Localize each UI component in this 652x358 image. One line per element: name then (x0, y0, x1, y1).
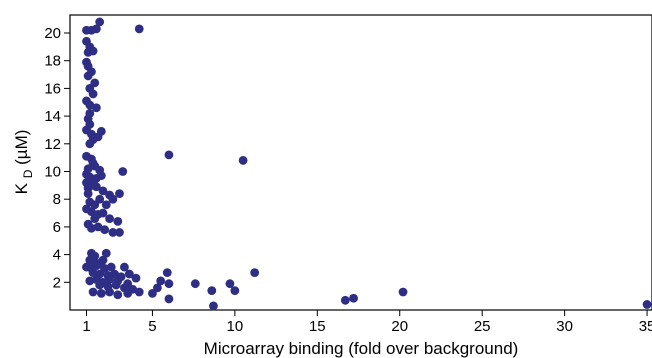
x-tick-label: 15 (309, 318, 326, 335)
data-point (85, 139, 95, 149)
data-point (120, 262, 129, 272)
data-point (87, 207, 96, 217)
data-point (98, 208, 108, 218)
x-tick-label: 30 (556, 318, 573, 335)
data-point (148, 288, 157, 298)
data-point (95, 280, 105, 290)
data-point (96, 171, 106, 181)
x-tick-label: 35 (639, 318, 652, 335)
data-point (164, 150, 174, 160)
data-point (124, 269, 134, 279)
data-point (90, 214, 100, 223)
data-point (238, 156, 248, 165)
data-point (95, 17, 105, 27)
x-tick-label: 10 (227, 318, 244, 335)
data-point (106, 262, 116, 272)
data-point (91, 261, 101, 271)
plot-frame (69, 14, 652, 311)
data-point (87, 223, 96, 233)
data-point (105, 214, 114, 223)
y-tick-label: 16 (44, 80, 61, 97)
data-point (108, 194, 118, 204)
data-point (209, 301, 218, 311)
data-point (83, 189, 93, 199)
y-tick-label: 4 (53, 247, 61, 264)
data-point (131, 273, 141, 283)
data-point (93, 222, 103, 232)
x-tick-label: 25 (474, 318, 491, 335)
data-point (101, 200, 111, 210)
data-point (105, 275, 114, 284)
data-point (113, 216, 123, 226)
y-axis-ticks: 2 4 6 8 10 12 14 16 18 20 (44, 25, 70, 291)
data-point (100, 225, 110, 235)
data-point (340, 295, 350, 305)
data-point (83, 71, 93, 81)
data-point (115, 228, 124, 237)
data-point (101, 248, 111, 258)
data-point (225, 279, 235, 289)
data-point (85, 100, 95, 110)
y-tick-label: 12 (44, 136, 61, 153)
y-tick-label: 8 (53, 191, 61, 208)
x-tick-label: 20 (391, 318, 408, 335)
data-point (85, 276, 95, 286)
data-point (96, 288, 106, 298)
data-point (118, 167, 128, 176)
data-point (250, 268, 260, 278)
data-point (90, 200, 100, 210)
data-point (164, 279, 174, 289)
x-axis-label: Microarray binding (fold over background… (204, 339, 519, 358)
data-point (642, 300, 652, 309)
data-point (230, 286, 240, 296)
data-point (91, 182, 101, 192)
data-point (162, 268, 172, 278)
data-point (207, 286, 217, 296)
y-tick-label: 20 (44, 25, 61, 42)
data-point (349, 293, 358, 303)
data-point (91, 103, 101, 113)
data-point (123, 288, 133, 298)
data-point (164, 294, 174, 304)
data-point (134, 287, 144, 297)
data-point (111, 280, 121, 290)
data-point (113, 290, 123, 300)
x-axis-ticks: 1 5 10 15 20 25 30 35 (82, 310, 652, 335)
data-point (156, 276, 166, 286)
data-points (82, 17, 652, 311)
y-axis-label-unit: (µM) (12, 130, 31, 165)
y-axis-label-subscript: D (21, 169, 35, 178)
data-point (98, 186, 108, 196)
data-point (98, 255, 108, 265)
data-point (398, 287, 408, 297)
y-axis-label: K D (µM) (12, 130, 36, 195)
data-point (134, 24, 144, 34)
y-tick-label: 18 (44, 53, 61, 70)
x-tick-label: 5 (148, 318, 156, 335)
data-point (115, 189, 124, 199)
data-point (88, 89, 98, 99)
x-tick-label: 1 (82, 318, 90, 335)
data-point (88, 268, 98, 278)
y-tick-label: 14 (44, 108, 61, 125)
y-tick-label: 6 (53, 219, 61, 236)
y-tick-label: 10 (44, 164, 61, 181)
data-point (88, 287, 98, 297)
data-point (88, 46, 98, 56)
y-axis-label-main: K (12, 182, 31, 194)
data-point (190, 279, 200, 289)
y-tick-label: 2 (53, 274, 61, 291)
data-point (91, 24, 101, 34)
data-point (108, 228, 118, 237)
data-point (105, 287, 114, 297)
